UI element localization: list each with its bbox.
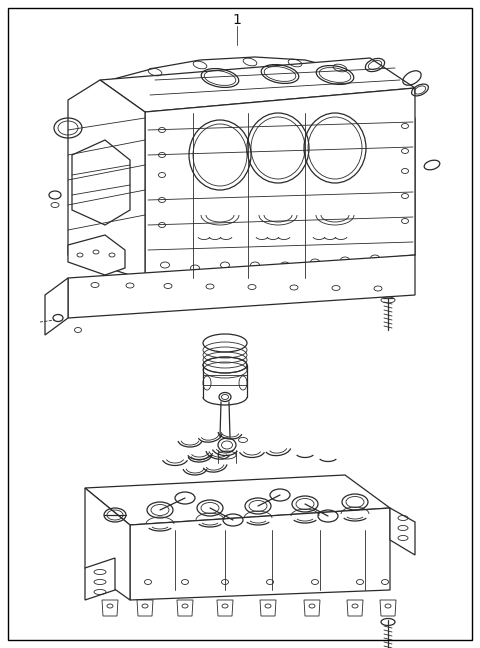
Polygon shape [88, 57, 385, 120]
Polygon shape [347, 600, 363, 616]
Polygon shape [100, 58, 415, 112]
Polygon shape [365, 98, 415, 280]
Polygon shape [217, 600, 233, 616]
Polygon shape [145, 88, 415, 280]
Polygon shape [130, 508, 390, 600]
Polygon shape [390, 508, 415, 555]
Polygon shape [68, 255, 415, 318]
Polygon shape [85, 488, 130, 600]
Polygon shape [68, 80, 145, 280]
Polygon shape [45, 278, 68, 335]
Text: 1: 1 [233, 13, 241, 27]
Polygon shape [85, 475, 390, 525]
Polygon shape [304, 600, 320, 616]
Polygon shape [380, 600, 396, 616]
Polygon shape [72, 140, 130, 225]
Polygon shape [68, 235, 125, 275]
Polygon shape [85, 558, 115, 600]
Polygon shape [137, 600, 153, 616]
Polygon shape [102, 600, 118, 616]
Polygon shape [260, 600, 276, 616]
Polygon shape [177, 600, 193, 616]
